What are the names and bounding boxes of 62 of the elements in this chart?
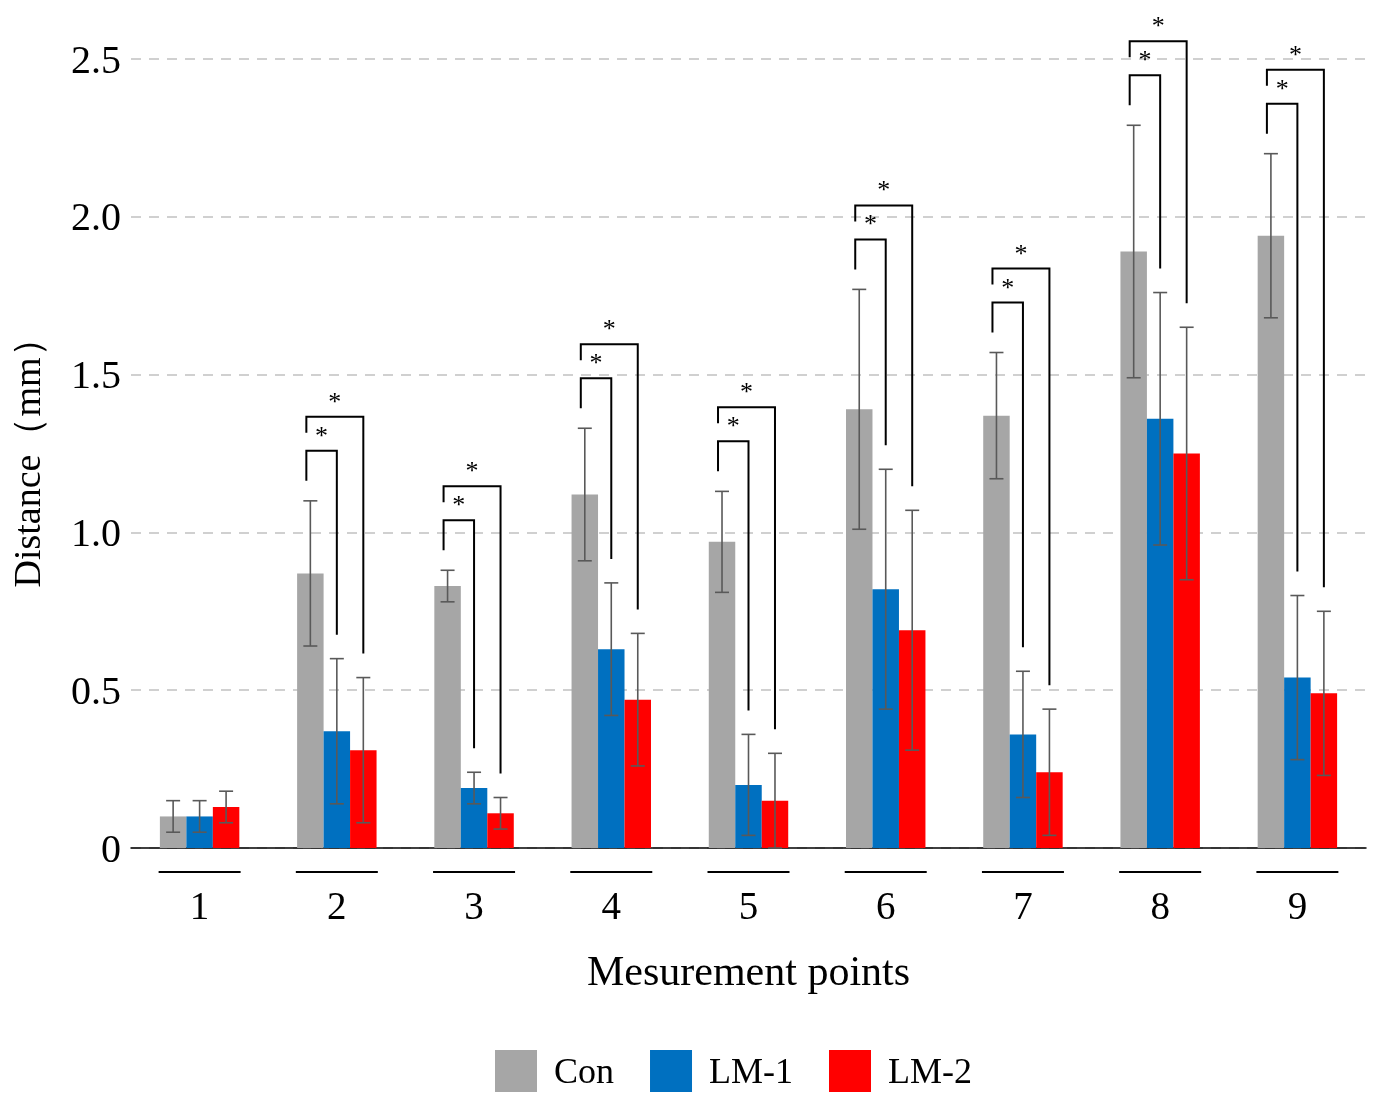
legend-label: LM-2 (888, 1051, 972, 1091)
x-tick-label: 4 (601, 884, 622, 927)
annotation: * (726, 411, 740, 441)
annotation: * (863, 209, 877, 239)
annotation: * (315, 420, 329, 450)
bar (898, 630, 926, 848)
bar (212, 806, 240, 848)
annotation: * (328, 386, 342, 416)
legend-label: LM-1 (709, 1051, 794, 1091)
legend-label: Con (554, 1051, 615, 1091)
x-tick-label: 2 (327, 884, 347, 927)
bar (460, 788, 488, 848)
annotation: * (452, 490, 466, 520)
bar (735, 784, 762, 848)
text: * (1151, 11, 1165, 41)
annotation: * (1014, 238, 1028, 268)
bar (598, 649, 625, 848)
annotation: * (465, 456, 479, 486)
annotation: * (1001, 272, 1015, 302)
bar (1173, 453, 1200, 848)
bar (1146, 418, 1174, 848)
bar (487, 813, 514, 848)
y-tick-label: 1.5 (71, 352, 121, 398)
bar (186, 816, 213, 848)
annotation: * (1138, 45, 1152, 75)
x-tick-label: 1 (189, 884, 210, 927)
bar (1120, 251, 1147, 848)
bar (983, 415, 1010, 848)
y-tick-label: 2.5 (71, 36, 121, 82)
bar (350, 750, 377, 848)
y-tick-label: 1.0 (71, 509, 121, 555)
bar (571, 494, 599, 848)
x-tick-label: 6 (875, 884, 896, 927)
annotation: * (877, 175, 891, 205)
bar (434, 586, 461, 848)
bar (1036, 772, 1063, 848)
x-tick-label: 9 (1287, 884, 1308, 927)
y-tick-label: 0.5 (71, 667, 121, 713)
annotation: * (1288, 39, 1302, 69)
annotation: * (589, 348, 603, 378)
x-tick-label: 8 (1150, 884, 1170, 927)
bar (159, 816, 187, 848)
bar (708, 541, 736, 848)
bar (297, 573, 324, 848)
y-axis-title: Distance（mm） (6, 319, 48, 588)
annotation: * (602, 314, 616, 344)
annotation: * (740, 377, 753, 407)
bar (846, 409, 873, 848)
x-tick-label: 3 (464, 884, 484, 927)
bar (872, 589, 899, 848)
bar (624, 699, 651, 848)
bar (1009, 734, 1037, 848)
y-tick-label: 0 (101, 825, 121, 871)
x-axis-title: Mesurement points (586, 948, 911, 994)
bar (1310, 693, 1338, 848)
x-tick-label: 7 (1013, 884, 1033, 927)
y-tick-label: 2.0 (71, 194, 121, 240)
annotation: * (1275, 73, 1289, 103)
bar (1284, 677, 1311, 848)
bar (323, 731, 351, 848)
x-tick-label: 5 (738, 884, 759, 927)
bar (1257, 235, 1285, 848)
